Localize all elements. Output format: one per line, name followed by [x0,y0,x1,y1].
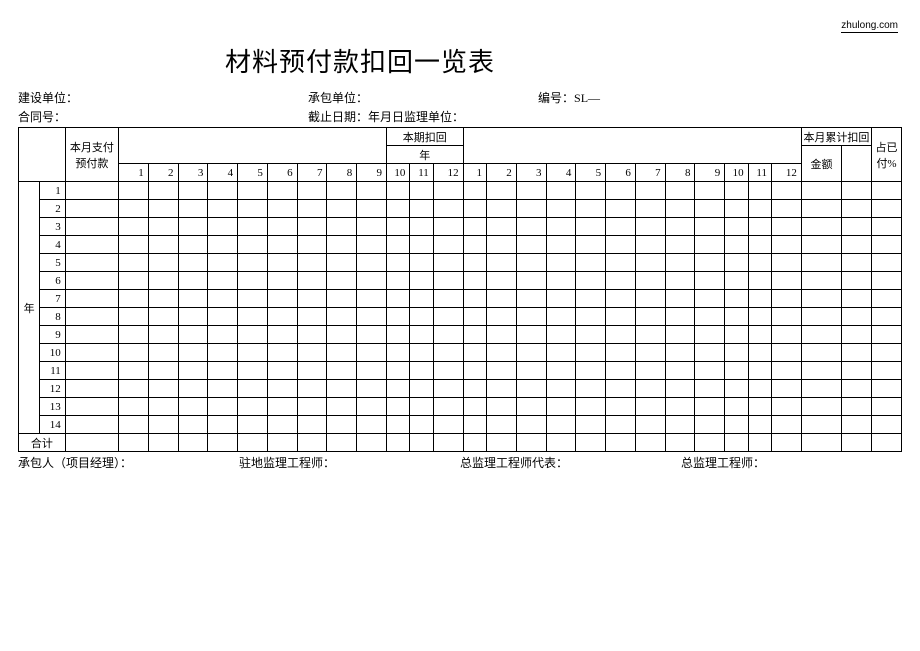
month-3a: 3 [178,164,208,182]
footer-chief-rep: 总监理工程师代表： [460,454,681,471]
number-label-text: 编号： [538,91,574,105]
month-1a: 1 [118,164,148,182]
page-title: 材料预付款扣回一览表 [18,42,902,79]
row-number: 11 [40,362,66,380]
month-11a: 11 [410,164,433,182]
table-row: 8 [19,308,902,326]
table-row: 3 [19,218,902,236]
month-12a: 12 [433,164,463,182]
row-number: 6 [40,272,66,290]
month-2a: 2 [148,164,178,182]
cum-deduct-header: 本月累计扣回 [801,128,871,146]
table-row: 13 [19,398,902,416]
total-label: 合计 [19,434,66,452]
month-8b: 8 [665,164,695,182]
footer-row: 承包人（项目经理）： 驻地监理工程师： 总监理工程师代表： 总监理工程师： [18,454,902,471]
table-row: 年 1 [19,182,902,200]
row-number: 12 [40,380,66,398]
row-number: 1 [40,182,66,200]
table-row: 14 [19,416,902,434]
header-row-months: 1 2 3 4 5 6 7 8 9 10 11 12 1 2 3 4 5 6 7… [19,164,902,182]
month-4a: 4 [208,164,238,182]
contract-label: 合同号： [18,108,308,125]
year-vertical-label: 年 [19,182,40,434]
table-row: 9 [19,326,902,344]
month-9a: 9 [357,164,387,182]
row-number: 9 [40,326,66,344]
row-number: 13 [40,398,66,416]
table-row: 2 [19,200,902,218]
cutoff-label: 截止日期：年月日监理单位： [308,108,538,125]
row-number: 8 [40,308,66,326]
table-row: 11 [19,362,902,380]
row-number: 7 [40,290,66,308]
month-5a: 5 [238,164,268,182]
footer-contractor: 承包人（项目经理）： [18,454,239,471]
watermark: zhulong.com [841,20,898,33]
table-row: 4 [19,236,902,254]
row-number: 14 [40,416,66,434]
meta-row-2: 合同号： 截止日期：年月日监理单位： [18,108,902,125]
main-table: 本月支付预付款 本期扣回 本月累计扣回 占已付% 年 金额 1 2 3 4 5 … [18,127,902,452]
month-2b: 2 [486,164,516,182]
contractor-label: 承包单位： [308,89,538,106]
month-4b: 4 [546,164,576,182]
builder-label: 建设单位： [18,89,308,106]
row-number: 10 [40,344,66,362]
deduct-this-period-header: 本期扣回 [387,128,464,146]
row-number: 2 [40,200,66,218]
row-number: 4 [40,236,66,254]
month-6a: 6 [267,164,297,182]
month-9b: 9 [695,164,725,182]
month-7a: 7 [297,164,327,182]
month-8a: 8 [327,164,357,182]
footer-chief-engineer: 总监理工程师： [681,454,902,471]
pct-paid-header: 占已付% [872,128,902,182]
table-row: 12 [19,380,902,398]
row-number: 3 [40,218,66,236]
paid-this-month-header: 本月支付预付款 [65,128,118,182]
header-row-1: 本月支付预付款 本期扣回 本月累计扣回 占已付% [19,128,902,146]
total-row: 合计 [19,434,902,452]
row-number: 5 [40,254,66,272]
meta-row-1: 建设单位： 承包单位： 编号：SL— [18,89,902,106]
month-5b: 5 [576,164,606,182]
amount-header: 金额 [801,146,841,182]
month-10b: 10 [725,164,748,182]
month-3b: 3 [516,164,546,182]
month-11b: 11 [748,164,771,182]
month-7b: 7 [635,164,665,182]
number-value: SL— [574,91,600,105]
table-row: 10 [19,344,902,362]
month-12b: 12 [772,164,802,182]
month-1b: 1 [463,164,486,182]
table-row: 5 [19,254,902,272]
table-row: 6 [19,272,902,290]
month-10a: 10 [387,164,410,182]
number-label: 编号：SL— [538,89,902,106]
footer-resident-engineer: 驻地监理工程师： [239,454,460,471]
year-header-1-sub: 年 [387,146,464,164]
table-row: 7 [19,290,902,308]
month-6b: 6 [606,164,636,182]
